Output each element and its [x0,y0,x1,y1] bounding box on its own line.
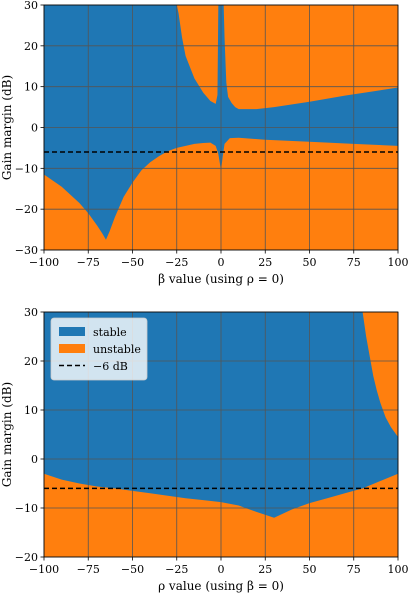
y-tick-label: 10 [24,81,38,94]
legend: stable unstable −6 dB [50,317,148,381]
y-tick-label: 30 [24,0,38,12]
x-tick-label: 50 [303,256,317,269]
top-chart-panel: −100 −75 −50 −25 0 25 50 75 100−30−20−100102030β… [0,0,408,286]
x-tick-label: 0 [218,256,225,269]
y-tick-label: 20 [24,40,38,53]
y-tick-label: 0 [31,453,38,466]
x-tick-label: 100 [388,563,408,576]
y-tick-label: −30 [15,244,38,257]
x-tick-label: −100 [29,563,59,576]
x-tick-label: −50 [121,256,144,269]
legend-swatch [59,344,85,353]
x-tick-label: 0 [218,563,225,576]
y-tick-label: 30 [24,306,38,319]
legend-label: stable [93,326,127,339]
y-axis-label: Gain margin (dB) [0,75,14,180]
x-tick-label: −75 [77,256,100,269]
y-tick-label: 0 [31,122,38,135]
legend-swatch [59,327,85,336]
y-tick-label: 20 [24,355,38,368]
x-tick-label: −100 [29,256,59,269]
x-axis-label: ρ value (using β = 0) [158,579,284,593]
x-tick-label: 75 [347,563,361,576]
plot-frame [43,311,399,558]
legend-label: unstable [93,343,141,356]
x-tick-label: −50 [121,563,144,576]
x-tick-label: 75 [347,256,361,269]
y-axis-label: Gain margin (dB) [0,382,14,487]
x-tick-label: 25 [258,256,272,269]
x-tick-label: −25 [165,256,188,269]
y-tick-label: 10 [24,404,38,417]
y-tick-label: −10 [15,502,38,515]
x-tick-label: −75 [77,563,100,576]
y-tick-label: −20 [15,203,38,216]
x-tick-label: 25 [258,563,272,576]
legend-label: −6 dB [93,360,128,373]
y-tick-label: −20 [15,551,38,564]
x-tick-label: 50 [303,563,317,576]
x-tick-label: 100 [388,256,408,269]
plot-frame [43,4,399,251]
x-axis-label: β value (using ρ = 0) [158,272,284,286]
y-tick-label: −10 [15,162,38,175]
x-tick-label: −25 [165,563,188,576]
